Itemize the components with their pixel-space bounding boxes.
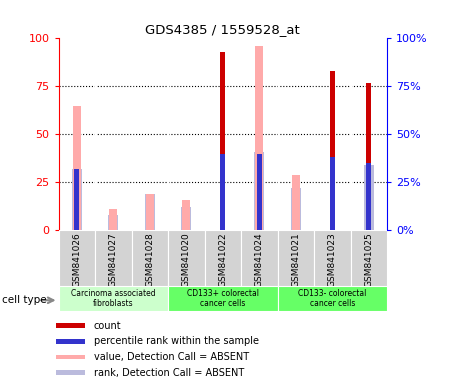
Bar <box>330 157 334 230</box>
Bar <box>254 152 264 230</box>
Bar <box>204 230 241 286</box>
Bar <box>56 354 86 359</box>
Text: GSM841024: GSM841024 <box>255 232 264 287</box>
Text: GSM841023: GSM841023 <box>328 232 337 287</box>
Text: GSM841021: GSM841021 <box>291 232 300 287</box>
Bar <box>366 163 371 230</box>
Bar <box>56 323 86 328</box>
Bar <box>255 46 263 230</box>
Bar <box>278 286 387 311</box>
Bar <box>182 200 190 230</box>
Bar <box>56 339 86 344</box>
Bar <box>72 169 82 230</box>
Text: GSM841026: GSM841026 <box>72 232 81 287</box>
Bar <box>73 106 81 230</box>
Text: GSM841025: GSM841025 <box>364 232 373 287</box>
Bar <box>74 169 79 230</box>
Text: CD133+ colorectal
cancer cells: CD133+ colorectal cancer cells <box>187 289 259 308</box>
Text: GSM841027: GSM841027 <box>109 232 118 287</box>
Bar <box>278 230 314 286</box>
Bar <box>56 370 86 375</box>
Bar <box>168 286 278 311</box>
Bar <box>145 194 155 230</box>
Bar <box>109 209 117 230</box>
Bar <box>58 230 95 286</box>
Bar <box>351 230 387 286</box>
Bar <box>181 207 191 230</box>
Text: percentile rank within the sample: percentile rank within the sample <box>94 336 259 346</box>
Text: rank, Detection Call = ABSENT: rank, Detection Call = ABSENT <box>94 367 244 377</box>
Title: GDS4385 / 1559528_at: GDS4385 / 1559528_at <box>145 23 300 36</box>
Text: value, Detection Call = ABSENT: value, Detection Call = ABSENT <box>94 352 249 362</box>
Bar <box>168 230 204 286</box>
Text: Carcinoma associated
fibroblasts: Carcinoma associated fibroblasts <box>71 289 156 308</box>
Text: CD133- colorectal
cancer cells: CD133- colorectal cancer cells <box>298 289 366 308</box>
Bar <box>131 230 168 286</box>
Bar <box>220 154 225 230</box>
Text: GSM841022: GSM841022 <box>218 232 227 287</box>
Bar <box>314 230 351 286</box>
Bar <box>95 230 131 286</box>
Bar <box>146 194 154 230</box>
Bar <box>108 215 118 230</box>
Bar <box>291 188 301 230</box>
Bar <box>257 154 261 230</box>
Bar <box>364 165 374 230</box>
Text: GSM841020: GSM841020 <box>182 232 191 287</box>
Bar <box>366 83 371 230</box>
Bar <box>220 52 225 230</box>
Bar <box>241 230 278 286</box>
Text: cell type: cell type <box>2 295 47 305</box>
Bar <box>292 175 300 230</box>
Bar <box>58 286 168 311</box>
Text: GSM841028: GSM841028 <box>145 232 154 287</box>
Text: count: count <box>94 321 121 331</box>
Bar <box>330 71 334 230</box>
